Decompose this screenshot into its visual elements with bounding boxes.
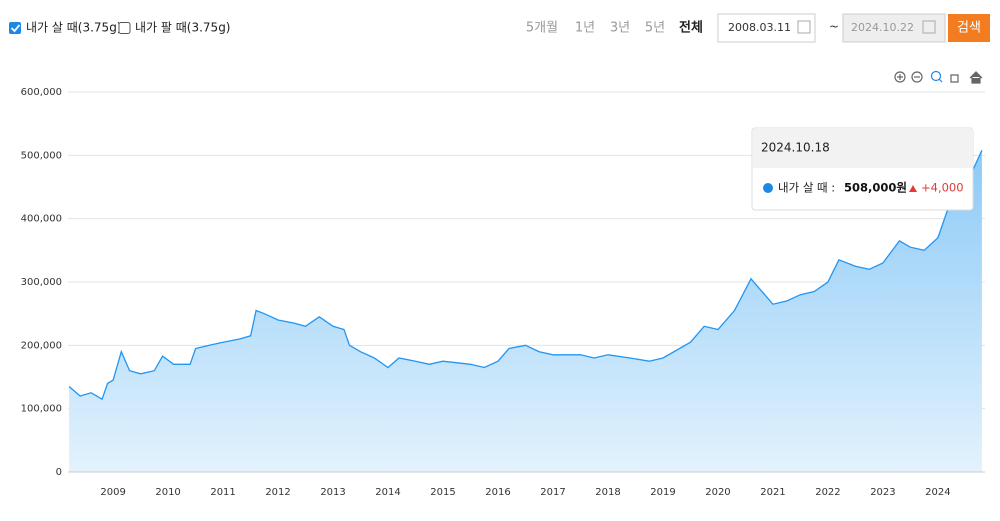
- x-tick-label: 2011: [210, 487, 235, 498]
- x-tick-label: 2016: [485, 487, 510, 498]
- start-date: 2008.03.11: [728, 21, 791, 34]
- period-button[interactable]: 전체: [679, 20, 703, 36]
- x-tick-label: 2018: [595, 487, 620, 498]
- option-label[interactable]: 내가 팔 때(3.75g): [135, 21, 231, 35]
- y-tick-label: 400,000: [21, 214, 62, 225]
- tooltip-change: +4,000: [921, 181, 964, 195]
- x-tick-label: 2023: [870, 487, 895, 498]
- x-tick-label: 2022: [815, 487, 840, 498]
- x-tick-label: 2014: [375, 487, 400, 498]
- x-tick-label: 2017: [540, 487, 565, 498]
- tooltip-date: 2024.10.18: [761, 141, 830, 155]
- line: [68, 150, 983, 401]
- tooltip-label: 내가 살 때 :: [778, 181, 835, 195]
- x-tick-label: 2021: [760, 487, 785, 498]
- x-tick-label: 2013: [320, 487, 345, 498]
- y-tick-label: 100,000: [21, 404, 62, 415]
- y-tick-label: 200,000: [21, 340, 62, 351]
- y-tick-label: 600,000: [21, 87, 62, 98]
- legend-label[interactable]: 내가 살 때(3.75g): [26, 21, 122, 35]
- checkbox-checked[interactable]: [9, 22, 21, 34]
- tooltip: 2024.10.18 내가 살 때 : 508,000원 +4,000: [751, 127, 974, 211]
- period-button[interactable]: 1년: [575, 21, 595, 36]
- period-button[interactable]: 3년: [610, 21, 630, 36]
- period-button[interactable]: 5년: [645, 21, 665, 36]
- x-tick-label: 2009: [100, 487, 125, 498]
- checkbox[interactable]: [118, 22, 131, 34]
- x-tick-label: 2010: [155, 487, 180, 498]
- y-tick-label: 300,000: [21, 277, 62, 288]
- chart-toolbar[interactable]: [894, 70, 983, 84]
- x-tick-label: 2024: [925, 487, 950, 498]
- date-input[interactable]: [717, 13, 816, 43]
- search-button[interactable]: [948, 14, 990, 42]
- date-input[interactable]: [842, 13, 946, 43]
- x-tick-label: 2015: [430, 487, 455, 498]
- y-tick-label: 0: [56, 467, 62, 478]
- search-label[interactable]: 검색: [957, 21, 981, 36]
- area: [69, 150, 982, 473]
- tooltip-value: 508,000원: [844, 181, 907, 195]
- separator: ~: [829, 20, 839, 34]
- x-tick-label: 2020: [705, 487, 730, 498]
- y-tick-label: 500,000: [21, 150, 62, 161]
- x-tick-label: 2012: [265, 487, 290, 498]
- x-tick-label: 2019: [650, 487, 675, 498]
- period-button[interactable]: 5개월: [526, 21, 558, 36]
- end-date: 2024.10.22: [851, 21, 914, 34]
